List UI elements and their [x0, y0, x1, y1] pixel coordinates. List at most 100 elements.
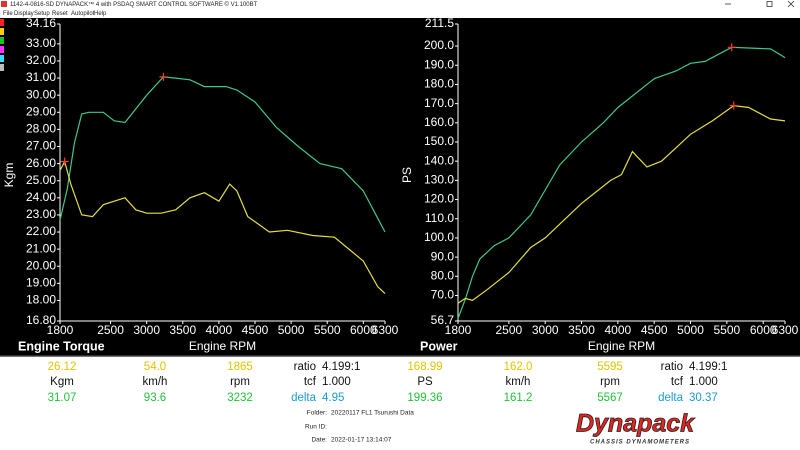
- y-tick-label: 24.00: [26, 190, 56, 204]
- readout: 93.6: [144, 392, 166, 404]
- y-tick-label: 100.0: [424, 230, 454, 244]
- readout: rpm: [600, 376, 620, 388]
- panel-title: Engine Torque: [18, 339, 105, 353]
- logo-name: Dynapack: [576, 410, 695, 438]
- info-panel: Engine Torque 26.12 54.0 1865 ratio 4.199:1 Kg…: [18, 339, 727, 404]
- run-id-label: Run ID:: [305, 424, 327, 431]
- y-tick-label: 23.00: [26, 207, 56, 221]
- x-tick-label: 4000: [206, 323, 233, 337]
- x-tick-label: 6300: [372, 323, 399, 337]
- menu-item[interactable]: Display: [14, 11, 34, 17]
- readout: km/h: [143, 376, 168, 388]
- y-tick-label: 28.00: [26, 122, 56, 136]
- readout: 1.000: [322, 376, 351, 388]
- y-tick-label: 30.00: [26, 87, 56, 101]
- x-tick-label: 2500: [496, 323, 523, 337]
- y-tick-label: 16.80: [26, 313, 56, 327]
- x-tick-label: 5500: [314, 323, 341, 337]
- readout: 1865: [227, 361, 253, 373]
- color-chip: [0, 64, 4, 71]
- menu-bar: File Display Setup Reset Autopilot Help: [3, 11, 107, 17]
- readout: 5595: [597, 361, 623, 373]
- color-strip: [0, 19, 4, 71]
- window-controls[interactable]: [725, 0, 795, 8]
- readout: rpm: [230, 376, 250, 388]
- readout: 168.99: [407, 361, 442, 373]
- maximize-button[interactable]: [766, 1, 773, 7]
- x-tick-label: 5000: [278, 323, 305, 337]
- y-tick-label: 22.00: [26, 224, 56, 238]
- menu-item[interactable]: Help: [94, 11, 107, 17]
- x-tick-label: 3500: [169, 323, 196, 337]
- y-tick-label: 160.0: [424, 115, 454, 129]
- readout: 26.12: [48, 361, 77, 373]
- y-tick-label: 18.00: [26, 293, 56, 307]
- readout: PS: [417, 376, 433, 388]
- data-line: [457, 104, 786, 304]
- logo: Dynapack CHASSIS DYNAMOMETERS: [576, 409, 696, 446]
- menu-item[interactable]: Autopilot: [71, 11, 95, 17]
- readout: 3232: [227, 392, 253, 404]
- readout: tcf: [304, 376, 317, 388]
- y-tick-label: 21.00: [26, 241, 56, 255]
- x-tick-label: 3500: [568, 323, 595, 337]
- readout: 1.000: [689, 376, 718, 388]
- y-tick-label: 140.0: [424, 153, 454, 167]
- x-tick-label: 5000: [677, 323, 704, 337]
- peak-marker: [159, 72, 168, 81]
- y-tick-label: 211.5: [425, 16, 454, 30]
- y-tick-label: 33.00: [26, 36, 56, 50]
- x-tick-label: 3000: [133, 323, 160, 337]
- x-axis-title: Engine RPM: [189, 339, 256, 353]
- menu-item[interactable]: Reset: [52, 11, 68, 17]
- color-chip: [0, 55, 4, 62]
- readout: 199.36: [407, 392, 442, 404]
- y-tick-label: 32.00: [26, 53, 56, 67]
- y-tick-label: 29.00: [26, 104, 56, 118]
- date-label: Date:: [311, 437, 327, 444]
- menu-item[interactable]: Setup: [34, 11, 50, 17]
- readout: 30.37: [689, 392, 718, 404]
- y-tick-label: 70.0: [431, 288, 455, 302]
- readout: delta: [291, 392, 317, 404]
- x-tick-label: 4000: [605, 323, 632, 337]
- y-tick-label: 90.0: [431, 249, 455, 263]
- title-bar: [0, 0, 800, 18]
- x-axis-title: Engine RPM: [588, 339, 655, 353]
- readout: 4.199:1: [322, 361, 360, 373]
- x-tick-label: 2500: [97, 323, 124, 337]
- y-tick-label: 20.00: [26, 258, 56, 272]
- panel-title: Power: [420, 339, 458, 353]
- peak-marker: [729, 101, 738, 110]
- readout: 161.2: [504, 392, 533, 404]
- y-tick-label: 170.0: [424, 96, 454, 110]
- y-tick-label: 26.00: [26, 156, 56, 170]
- y-tick-label: 180.0: [424, 77, 454, 91]
- readout: 162.0: [504, 361, 533, 373]
- readout: 4.199:1: [689, 361, 727, 373]
- close-button[interactable]: [787, 0, 795, 8]
- charts: 16.80 18.00 19.00 20.00 21.00 22.00 23.00 24.00…: [2, 16, 798, 353]
- y-tick-label: 25.00: [26, 173, 56, 187]
- readout: 5567: [597, 392, 623, 404]
- x-tick-label: 4500: [641, 323, 668, 337]
- readout: km/h: [506, 376, 531, 388]
- color-chip: [0, 19, 4, 26]
- date: 2022-01-17 13:14:07: [331, 437, 392, 444]
- x-tick-label: 6300: [772, 323, 799, 337]
- readout: 4.95: [322, 392, 344, 404]
- menu-item[interactable]: File: [3, 11, 13, 17]
- color-chip: [0, 37, 4, 44]
- color-chip: [0, 46, 4, 53]
- y-tick-label: 190.0: [424, 57, 454, 71]
- y-tick-label: 80.0: [431, 268, 455, 282]
- x-tick-label: 6000: [350, 323, 377, 337]
- x-tick-label: 4500: [242, 323, 269, 337]
- readout: Kgm: [50, 376, 74, 388]
- y-tick-label: 34.16: [26, 16, 56, 30]
- y-tick-label: 120.0: [424, 192, 454, 206]
- run-info: Folder: 20220117 FL1 Tsurushi Data Run I…: [305, 410, 414, 444]
- readout: ratio: [294, 361, 316, 373]
- logo-tagline: CHASSIS DYNAMOMETERS: [590, 440, 690, 446]
